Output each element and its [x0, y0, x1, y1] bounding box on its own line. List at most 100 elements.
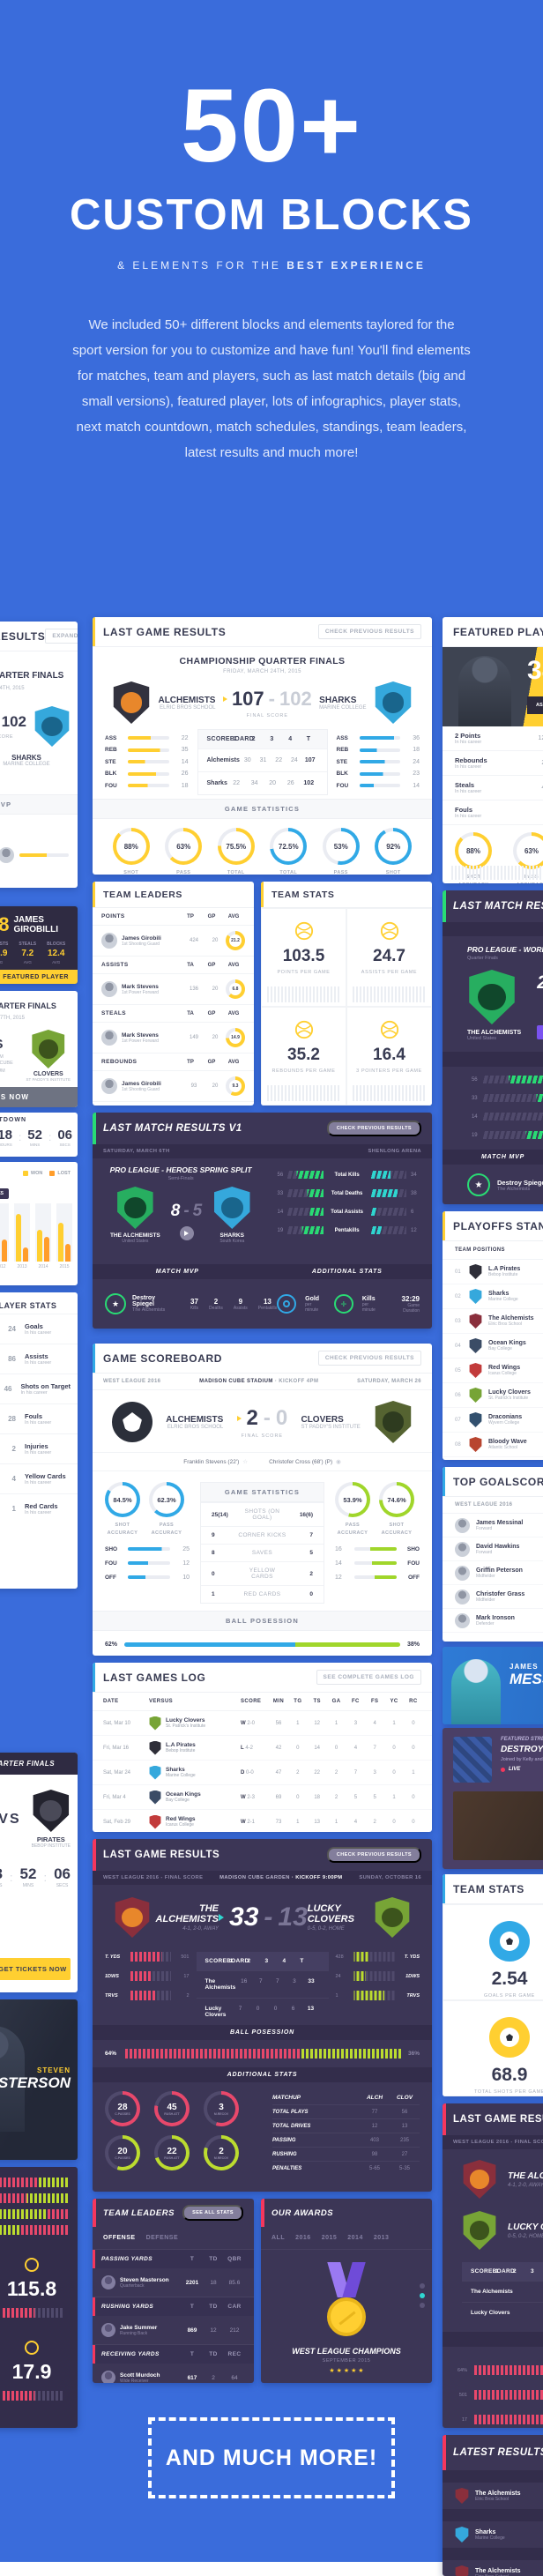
stat-donut: 45 RUSH.ATT: [154, 2091, 190, 2126]
player-avatar: [455, 1517, 470, 1533]
year-tab[interactable]: 2015: [321, 2235, 338, 2241]
home-team-name: THE ALCHEMISTS: [109, 1232, 160, 1239]
countdown-mins: 52: [27, 1128, 42, 1143]
scoreboard-row: Sharks 22 34 20 26 102: [197, 771, 327, 794]
tab-offense[interactable]: OFFENSE: [103, 2235, 136, 2241]
year-tab[interactable]: 2016: [295, 2235, 311, 2241]
card-title: TEAM LEADERS: [103, 889, 183, 900]
mvp-stat-bar: [19, 853, 69, 857]
team-leaders-dark-card: TEAM LEADERS SEE ALL STATS OFFENSE DEFEN…: [93, 2199, 254, 2383]
game-log-row: Sat, Mar 10 Lucky Clovers St. Patrick's I…: [93, 1711, 432, 1736]
team-logo-icon: [455, 2565, 469, 2576]
player-first-name: JAMES: [510, 1663, 539, 1671]
mvp-team: The Alchemists: [497, 1186, 531, 1192]
see-complete-games-log-button[interactable]: SEE COMPLETE GAMES LOG: [316, 1670, 421, 1685]
left-next-match-pirates: CHAMPIONSHIP QUARTER FINALS VS PIRATES B…: [0, 1753, 78, 1992]
our-awards-card: OUR AWARDS ALL 2016 2015 2014 2013 WEST LEAG…: [261, 2199, 432, 2383]
away-score: 5: [192, 1201, 203, 1220]
last-match-results-v1-card: LAST MATCH RESULTS V1 CHECK PREVIOUS RES…: [93, 1113, 432, 1329]
leader-section: ASSISTS TA GP AVG Mark Stevens 1st Power…: [93, 957, 254, 1005]
year-tab[interactable]: 2014: [347, 2235, 363, 2241]
stat-bar-row: FOU 18: [105, 782, 189, 789]
stream-video-thumbnail[interactable]: [453, 1791, 543, 1860]
team-logo-icon: [469, 1363, 482, 1378]
play-button[interactable]: [179, 1225, 194, 1240]
live-badge: LIVE: [509, 1767, 521, 1772]
match-stat-row: 14 Total Assists: [467, 1113, 543, 1120]
goal-scorer-2: Christofer Cross (68') (P): [269, 1458, 333, 1465]
team-name: CLOVERS: [33, 1071, 63, 1077]
carousel-dots[interactable]: [420, 2283, 425, 2308]
card-title: FEATURED PLAYER: [453, 625, 543, 638]
match-date: FRIDAY, MARCH 24TH, 2015: [223, 669, 301, 674]
check-previous-results-button[interactable]: CHECK PREVIOUS RESULTS: [317, 624, 421, 639]
stat-donut: 20 C.PASSES: [105, 2135, 140, 2170]
match-title: CHAMPIONSHIP QUARTER FINALS: [179, 656, 346, 666]
goal-scorer-1: Franklin Stevens (22'): [183, 1458, 240, 1465]
stat-bar-row: BLK 23: [336, 771, 420, 777]
leader-section: STEALS TA GP AVG Mark Stevens 1st Power …: [93, 1005, 254, 1053]
card-title: LAST GAMES LOG: [103, 1671, 206, 1684]
stat-bar-group: TOTAL YARDS 501: [453, 2381, 543, 2400]
kickoff-time: 3:00 PM: [0, 1054, 4, 1061]
alchemists-esports-logo-icon: [117, 1187, 153, 1229]
home-record: 4-1, 2-0, AWAY: [182, 1926, 219, 1932]
away-record: 0-5, 0-2, HOME: [508, 2233, 543, 2239]
buy-tickets-button[interactable]: BUY TICKETS NOW: [0, 1087, 78, 1107]
stat-bar-row: 1DWS 17: [105, 1971, 190, 1981]
stat-bar-row: FOU 14: [336, 782, 420, 789]
team-school: ST PADDY'S INSTITUTE: [26, 1077, 71, 1082]
accuracy-donut: 74.6% SHOT ACCURACY: [379, 1482, 414, 1537]
team-logo-icon: [469, 1314, 482, 1329]
get-tickets-button[interactable]: GET TICKETS NOW: [0, 1958, 71, 1980]
player-avatar: [101, 933, 117, 949]
see-all-stats-button[interactable]: SEE ALL STATS: [182, 2205, 243, 2221]
year-tab[interactable]: ALL: [272, 2235, 286, 2241]
and-much-more-button[interactable]: AND MUCH MORE!: [148, 2417, 395, 2498]
vs-label: VS: [0, 1037, 18, 1052]
away-stat-bars: ASS 36 REB 18 STE 24: [337, 729, 420, 794]
bottom-strip: [0, 2562, 543, 2576]
team-logo-icon: [469, 1338, 482, 1353]
stat-bar-row: REB 35: [105, 747, 189, 753]
matchup-row: PENALTIES 5-65 5-35: [272, 2161, 420, 2175]
check-previous-results-button[interactable]: CHECK PREVIOUS RESULTS: [326, 1120, 421, 1136]
expand-stats-button[interactable]: EXPAND STATS: [45, 629, 78, 644]
stat-row: 86 Assists In his career: [0, 1344, 78, 1374]
check-previous-results-button[interactable]: CHECK PREVIOUS RESULTS: [326, 1847, 421, 1863]
team-logo-icon: [149, 1716, 161, 1731]
away-team-name: SHARKS: [219, 1232, 244, 1239]
mvp-progress-bar: [0, 830, 69, 833]
home-team-school: ELRIC BROS SCHOOL: [167, 1424, 224, 1430]
card-title: LAST MATCH RESULTS V1: [103, 1123, 242, 1134]
last-games-log-card: LAST GAMES LOG SEE COMPLETE GAMES LOG DA…: [93, 1663, 432, 1832]
tab-defense[interactable]: DEFENSE: [145, 2235, 179, 2241]
match-stat-bars: 56 Total Kills 34 33 Total Deaths 38: [269, 1158, 432, 1245]
legend-item: WON: [22, 1171, 42, 1176]
home-country: United States: [122, 1239, 149, 1244]
check-previous-results-button[interactable]: CHECK PREVIOUS RESULTS: [317, 1351, 421, 1366]
sparkline: [353, 986, 426, 1002]
watch-replay-button[interactable]: WATCH REPLAY: [537, 1024, 543, 1039]
team-logo-icon: [149, 1814, 161, 1829]
hero-count: 50+: [180, 68, 363, 184]
player-number: 38: [527, 656, 543, 685]
player-name: JAMES GIROBILLI: [13, 915, 59, 934]
mvp-star-icon: ★: [467, 1173, 490, 1196]
match-stat-row: 33 Total Deaths: [467, 1094, 543, 1102]
stat-bar-row: REB 18: [336, 747, 420, 753]
card-title: TEAM STATS: [453, 1882, 524, 1895]
sparkline: [353, 1085, 426, 1101]
year-tab[interactable]: 2013: [373, 2235, 390, 2241]
mini-bar: [0, 2209, 69, 2219]
match-stat-row: 19 Pentakills 12: [277, 1226, 417, 1234]
big-stat: 115.8: [0, 2258, 78, 2318]
date-label: SATURDAY, MARCH 26: [357, 1379, 421, 1384]
